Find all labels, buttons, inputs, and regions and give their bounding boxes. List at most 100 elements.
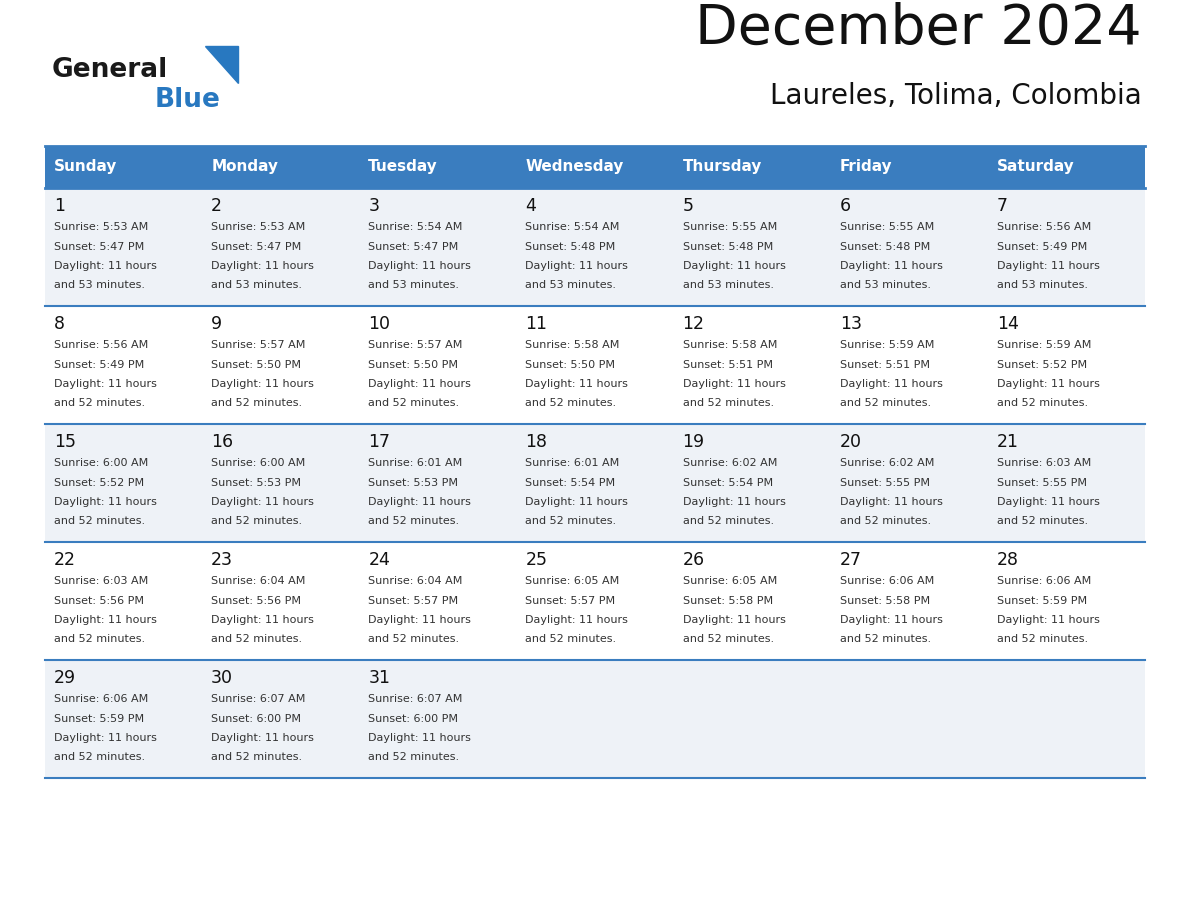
Text: Daylight: 11 hours: Daylight: 11 hours xyxy=(840,261,942,271)
Text: Daylight: 11 hours: Daylight: 11 hours xyxy=(211,261,314,271)
Text: 25: 25 xyxy=(525,551,548,569)
Text: Sunset: 5:56 PM: Sunset: 5:56 PM xyxy=(211,596,301,606)
Text: and 52 minutes.: and 52 minutes. xyxy=(997,517,1088,527)
Bar xyxy=(45,306,1145,424)
Text: Sunset: 5:59 PM: Sunset: 5:59 PM xyxy=(997,596,1087,606)
Polygon shape xyxy=(206,46,238,83)
Text: Sunset: 5:57 PM: Sunset: 5:57 PM xyxy=(525,596,615,606)
Text: and 52 minutes.: and 52 minutes. xyxy=(53,398,145,409)
Bar xyxy=(359,146,517,188)
Text: Tuesday: Tuesday xyxy=(368,160,438,174)
Text: Daylight: 11 hours: Daylight: 11 hours xyxy=(368,497,472,507)
Text: Sunrise: 6:03 AM: Sunrise: 6:03 AM xyxy=(997,458,1091,468)
Text: 17: 17 xyxy=(368,433,391,451)
Text: and 53 minutes.: and 53 minutes. xyxy=(683,281,773,290)
Text: Sunrise: 5:53 AM: Sunrise: 5:53 AM xyxy=(211,222,305,232)
Text: Sunset: 5:48 PM: Sunset: 5:48 PM xyxy=(525,241,615,252)
Text: Sunset: 5:50 PM: Sunset: 5:50 PM xyxy=(368,360,459,370)
Text: and 52 minutes.: and 52 minutes. xyxy=(997,398,1088,409)
Text: Daylight: 11 hours: Daylight: 11 hours xyxy=(997,615,1100,625)
Bar xyxy=(202,146,359,188)
Text: Daylight: 11 hours: Daylight: 11 hours xyxy=(53,733,157,743)
Text: Sunrise: 5:55 AM: Sunrise: 5:55 AM xyxy=(683,222,777,232)
Text: 8: 8 xyxy=(53,315,65,333)
Text: and 52 minutes.: and 52 minutes. xyxy=(368,517,460,527)
Text: Sunset: 5:49 PM: Sunset: 5:49 PM xyxy=(53,360,144,370)
Text: Sunrise: 5:58 AM: Sunrise: 5:58 AM xyxy=(683,340,777,350)
Text: Daylight: 11 hours: Daylight: 11 hours xyxy=(997,379,1100,389)
Text: Sunrise: 5:54 AM: Sunrise: 5:54 AM xyxy=(368,222,462,232)
Text: Daylight: 11 hours: Daylight: 11 hours xyxy=(211,733,314,743)
Bar xyxy=(45,660,1145,778)
Text: Sunrise: 6:06 AM: Sunrise: 6:06 AM xyxy=(840,576,934,586)
Text: and 52 minutes.: and 52 minutes. xyxy=(53,753,145,763)
Text: 4: 4 xyxy=(525,197,536,215)
Text: Daylight: 11 hours: Daylight: 11 hours xyxy=(368,261,472,271)
Text: and 52 minutes.: and 52 minutes. xyxy=(525,634,617,644)
Text: Sunrise: 5:59 AM: Sunrise: 5:59 AM xyxy=(840,340,934,350)
Text: Sunset: 5:57 PM: Sunset: 5:57 PM xyxy=(368,596,459,606)
Text: Daylight: 11 hours: Daylight: 11 hours xyxy=(997,497,1100,507)
Text: Sunrise: 6:03 AM: Sunrise: 6:03 AM xyxy=(53,576,148,586)
Text: and 53 minutes.: and 53 minutes. xyxy=(368,281,460,290)
Text: Daylight: 11 hours: Daylight: 11 hours xyxy=(211,497,314,507)
Text: and 52 minutes.: and 52 minutes. xyxy=(53,634,145,644)
Text: and 52 minutes.: and 52 minutes. xyxy=(368,398,460,409)
Text: 6: 6 xyxy=(840,197,851,215)
Text: 20: 20 xyxy=(840,433,861,451)
Text: Sunset: 5:51 PM: Sunset: 5:51 PM xyxy=(840,360,930,370)
Text: Sunset: 5:47 PM: Sunset: 5:47 PM xyxy=(211,241,302,252)
Text: and 52 minutes.: and 52 minutes. xyxy=(368,753,460,763)
Text: and 52 minutes.: and 52 minutes. xyxy=(683,517,773,527)
Text: Sunset: 6:00 PM: Sunset: 6:00 PM xyxy=(211,713,301,723)
Text: Sunrise: 5:56 AM: Sunrise: 5:56 AM xyxy=(53,340,148,350)
Text: and 52 minutes.: and 52 minutes. xyxy=(368,634,460,644)
Text: 16: 16 xyxy=(211,433,233,451)
Text: Sunrise: 6:04 AM: Sunrise: 6:04 AM xyxy=(368,576,462,586)
Bar xyxy=(45,424,1145,542)
Text: Sunrise: 6:01 AM: Sunrise: 6:01 AM xyxy=(368,458,462,468)
Text: 21: 21 xyxy=(997,433,1019,451)
Text: and 52 minutes.: and 52 minutes. xyxy=(525,517,617,527)
Text: Sunday: Sunday xyxy=(53,160,118,174)
Text: Sunset: 6:00 PM: Sunset: 6:00 PM xyxy=(368,713,459,723)
Text: Daylight: 11 hours: Daylight: 11 hours xyxy=(525,497,628,507)
Text: Sunset: 5:54 PM: Sunset: 5:54 PM xyxy=(683,477,772,487)
Bar xyxy=(830,146,988,188)
Text: 12: 12 xyxy=(683,315,704,333)
Text: December 2024: December 2024 xyxy=(695,2,1142,56)
Text: 14: 14 xyxy=(997,315,1019,333)
Text: 18: 18 xyxy=(525,433,548,451)
Text: Thursday: Thursday xyxy=(683,160,762,174)
Text: Sunrise: 5:58 AM: Sunrise: 5:58 AM xyxy=(525,340,620,350)
Text: 27: 27 xyxy=(840,551,861,569)
Text: and 52 minutes.: and 52 minutes. xyxy=(840,517,931,527)
Text: Daylight: 11 hours: Daylight: 11 hours xyxy=(997,261,1100,271)
Text: Sunrise: 6:01 AM: Sunrise: 6:01 AM xyxy=(525,458,620,468)
Text: 24: 24 xyxy=(368,551,390,569)
Text: Sunrise: 5:57 AM: Sunrise: 5:57 AM xyxy=(211,340,305,350)
Text: Daylight: 11 hours: Daylight: 11 hours xyxy=(683,615,785,625)
Text: Wednesday: Wednesday xyxy=(525,160,624,174)
Text: Saturday: Saturday xyxy=(997,160,1075,174)
Text: 3: 3 xyxy=(368,197,379,215)
Text: 2: 2 xyxy=(211,197,222,215)
Bar xyxy=(45,188,1145,306)
Text: and 52 minutes.: and 52 minutes. xyxy=(211,753,302,763)
Text: and 52 minutes.: and 52 minutes. xyxy=(683,634,773,644)
Text: Daylight: 11 hours: Daylight: 11 hours xyxy=(53,261,157,271)
Text: Sunrise: 5:53 AM: Sunrise: 5:53 AM xyxy=(53,222,148,232)
Text: and 52 minutes.: and 52 minutes. xyxy=(997,634,1088,644)
Text: Sunrise: 6:07 AM: Sunrise: 6:07 AM xyxy=(368,694,462,704)
Text: Daylight: 11 hours: Daylight: 11 hours xyxy=(211,379,314,389)
Text: Sunrise: 6:00 AM: Sunrise: 6:00 AM xyxy=(211,458,305,468)
Text: 31: 31 xyxy=(368,669,391,687)
Text: 11: 11 xyxy=(525,315,548,333)
Text: Sunrise: 6:07 AM: Sunrise: 6:07 AM xyxy=(211,694,305,704)
Text: Sunrise: 6:05 AM: Sunrise: 6:05 AM xyxy=(525,576,620,586)
Text: Sunset: 5:51 PM: Sunset: 5:51 PM xyxy=(683,360,772,370)
Text: Sunset: 5:52 PM: Sunset: 5:52 PM xyxy=(53,477,144,487)
Text: Daylight: 11 hours: Daylight: 11 hours xyxy=(53,497,157,507)
Text: Daylight: 11 hours: Daylight: 11 hours xyxy=(525,261,628,271)
Text: Sunset: 5:55 PM: Sunset: 5:55 PM xyxy=(840,477,930,487)
